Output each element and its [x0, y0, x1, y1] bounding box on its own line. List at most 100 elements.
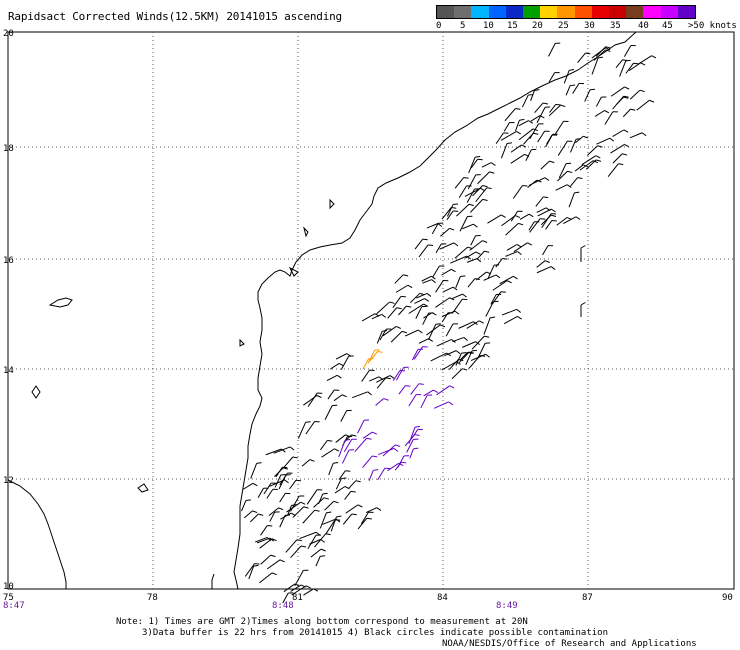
- wind-barb: [432, 265, 440, 278]
- wind-barb: [280, 512, 292, 520]
- wind-barb-feather: [245, 499, 251, 502]
- wind-barb-feather: [477, 158, 483, 161]
- wind-barb: [378, 447, 395, 456]
- wind-barb: [265, 448, 282, 456]
- wind-barb: [408, 303, 424, 314]
- wind-barb-feather: [605, 46, 611, 49]
- wind-barb-feather: [414, 425, 421, 428]
- wind-barb: [615, 59, 623, 69]
- wind-barb: [545, 220, 553, 230]
- wind-barb: [536, 260, 546, 268]
- time-label-0848: 8:48: [272, 601, 294, 611]
- wind-barb: [303, 395, 318, 406]
- wind-barb: [408, 394, 417, 407]
- wind-barb-feather: [300, 501, 306, 505]
- wind-barb-feather: [385, 377, 391, 380]
- wind-barb: [411, 349, 419, 361]
- wind-barb-feather: [333, 461, 339, 464]
- wind-barb: [444, 350, 457, 357]
- wind-barb-feather: [433, 389, 439, 393]
- wind-barb-feather: [271, 538, 277, 542]
- wind-barb: [297, 422, 307, 439]
- wind-barb-feather: [543, 196, 549, 199]
- wind-barb: [318, 493, 324, 505]
- wind-barb-feather: [490, 316, 496, 319]
- wind-barb-feather: [450, 268, 456, 273]
- wind-barb: [477, 171, 490, 185]
- wind-barb-feather: [454, 310, 460, 315]
- legend-swatch: [643, 6, 661, 18]
- wind-barb: [442, 286, 454, 293]
- wind-barb: [485, 301, 494, 317]
- wind-barb-feather: [624, 86, 630, 90]
- wind-barb-feather: [623, 129, 629, 133]
- wind-barb: [268, 507, 279, 517]
- wind-barb: [279, 472, 288, 486]
- wind-barb: [638, 55, 652, 65]
- lon-label-75: 75: [3, 593, 14, 603]
- wind-barb-feather: [376, 507, 382, 511]
- wind-barb: [414, 298, 425, 304]
- wind-barb: [376, 375, 391, 383]
- wind-barb: [379, 328, 387, 341]
- wind-barb: [274, 474, 282, 488]
- wind-barb: [338, 440, 346, 458]
- wind-barb-feather: [326, 511, 332, 514]
- wind-barb: [369, 376, 380, 382]
- lat-label-20: 20: [3, 29, 14, 39]
- wind-barb: [501, 308, 517, 316]
- wind-barb: [433, 401, 449, 409]
- time-label-0847: 8:47: [3, 601, 25, 611]
- wind-barb-feather: [431, 275, 436, 280]
- wind-barb: [409, 293, 421, 304]
- wind-barb-feather: [395, 444, 401, 447]
- wind-barb-feather: [623, 95, 629, 98]
- wind-barb-feather: [466, 255, 472, 260]
- wind-barb: [525, 149, 532, 161]
- wind-barb-feather: [320, 548, 326, 552]
- wind-barb-feather: [284, 479, 289, 484]
- wind-barb: [541, 213, 552, 229]
- wind-barb: [283, 456, 294, 468]
- wind-barb: [468, 156, 476, 174]
- legend-label-max: >50 knots: [688, 21, 737, 31]
- wind-barb-feather: [452, 286, 458, 291]
- wind-barb: [327, 389, 335, 400]
- wind-barb: [510, 210, 518, 222]
- wind-barb: [454, 177, 465, 189]
- wind-barb-feather: [574, 191, 580, 194]
- wind-barb: [348, 480, 357, 489]
- wind-barb: [506, 244, 518, 251]
- wind-barb-feather: [486, 187, 492, 189]
- wind-barb: [510, 153, 525, 164]
- legend-swatch: [540, 6, 558, 18]
- wind-barb-feather: [449, 297, 455, 301]
- wind-barb: [483, 274, 497, 281]
- wind-barb-feather: [327, 440, 333, 442]
- wind-barb: [333, 394, 343, 402]
- wind-barb-feather: [506, 280, 512, 284]
- wind-barb-feather: [583, 135, 589, 139]
- wind-barb-feather: [325, 533, 331, 536]
- wind-barb-feather: [625, 59, 631, 62]
- wind-barb: [305, 421, 316, 435]
- wind-barb-feather: [524, 153, 530, 158]
- wind-barb: [458, 351, 470, 364]
- wind-barb-feather: [544, 177, 550, 181]
- wind-barb: [604, 111, 614, 125]
- wind-barb: [322, 518, 337, 525]
- wind-barb-feather: [639, 89, 645, 93]
- wind-barb-feather: [401, 461, 407, 464]
- wind-barb-feather: [266, 537, 272, 541]
- wind-barb-feather: [418, 383, 424, 385]
- wind-barb-feather: [549, 160, 555, 164]
- wind-barb: [636, 99, 650, 111]
- wind-barb-feather: [377, 351, 383, 353]
- legend-swatch: [505, 6, 524, 18]
- wind-barb: [382, 325, 397, 337]
- wind-barb-feather: [305, 585, 311, 589]
- wind-barb-feather: [455, 350, 461, 355]
- legend-swatch: [591, 6, 610, 18]
- wind-barb: [556, 217, 568, 226]
- lon-label-81: 81: [292, 593, 303, 603]
